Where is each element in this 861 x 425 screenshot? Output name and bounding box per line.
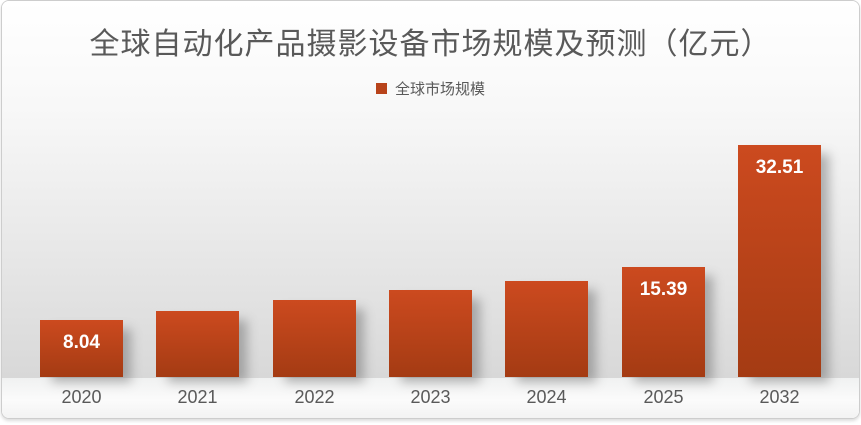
- bar-2020: 8.04: [40, 320, 123, 377]
- bar-value-label: 8.04: [63, 332, 100, 353]
- x-axis-label-2025: 2025: [643, 387, 684, 407]
- x-axis-label-2022: 2022: [294, 387, 335, 407]
- bar-2024: [505, 281, 588, 377]
- x-axis-label-2020: 2020: [61, 387, 102, 407]
- x-axis-label-2021: 2021: [177, 387, 218, 407]
- legend-label: 全球市场规模: [394, 82, 485, 98]
- x-axis-label-2024: 2024: [526, 387, 567, 407]
- bar-2021: [156, 311, 239, 377]
- x-axis-label-2032: 2032: [759, 387, 800, 407]
- chart-floor: [2, 378, 859, 418]
- chart-title: 全球自动化产品摄影设备市场规模及预测（亿元）: [89, 28, 772, 61]
- bar-value-label: 15.39: [639, 279, 688, 300]
- bar-2032: 32.51: [738, 145, 821, 377]
- bar-value-label: 32.51: [755, 157, 804, 178]
- x-axis-label-2023: 2023: [410, 387, 451, 407]
- bar-2023: [389, 290, 472, 377]
- bar-2022: [273, 300, 356, 377]
- bar-2025: 15.39: [622, 267, 705, 377]
- legend: 全球市场规模: [0, 78, 861, 99]
- legend-swatch-icon: [375, 83, 387, 94]
